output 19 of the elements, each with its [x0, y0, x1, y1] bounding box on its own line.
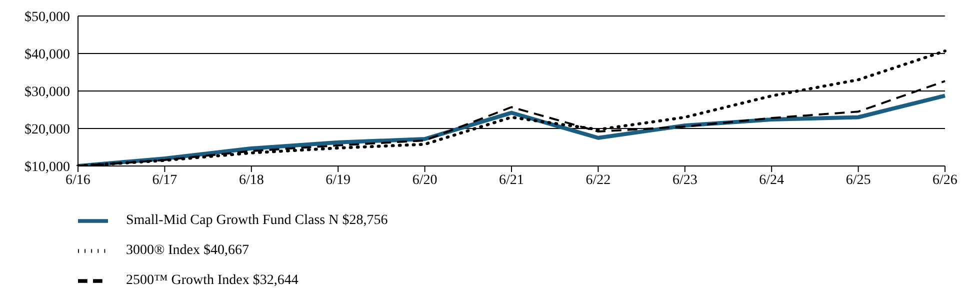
x-tick-label: 6/26: [932, 172, 958, 188]
x-tick-label: 6/20: [412, 172, 438, 188]
legend-label: 3000® Index $40,667: [126, 243, 250, 258]
x-tick-label: 6/25: [846, 172, 871, 188]
x-tick-label: 6/19: [326, 172, 351, 188]
y-tick-label: $20,000: [24, 122, 70, 138]
y-tick-label: $30,000: [24, 84, 70, 100]
y-tick-label: $50,000: [24, 10, 70, 25]
x-tick-label: 6/18: [238, 172, 264, 188]
x-tick-label: 6/17: [152, 172, 178, 188]
x-tick-label: 6/16: [66, 172, 90, 188]
x-tick-label: 6/22: [586, 172, 611, 188]
y-tick-label: $10,000: [24, 160, 70, 175]
x-tick-label: 6/24: [759, 172, 784, 188]
y-tick-label: $40,000: [24, 47, 70, 62]
legend-label: 2500™ Growth Index $32,644: [126, 273, 298, 288]
legend-label: Small-Mid Cap Growth Fund Class N $28,756: [126, 213, 388, 228]
x-tick-label: 6/21: [499, 172, 524, 188]
x-tick-label: 6/23: [672, 172, 698, 188]
